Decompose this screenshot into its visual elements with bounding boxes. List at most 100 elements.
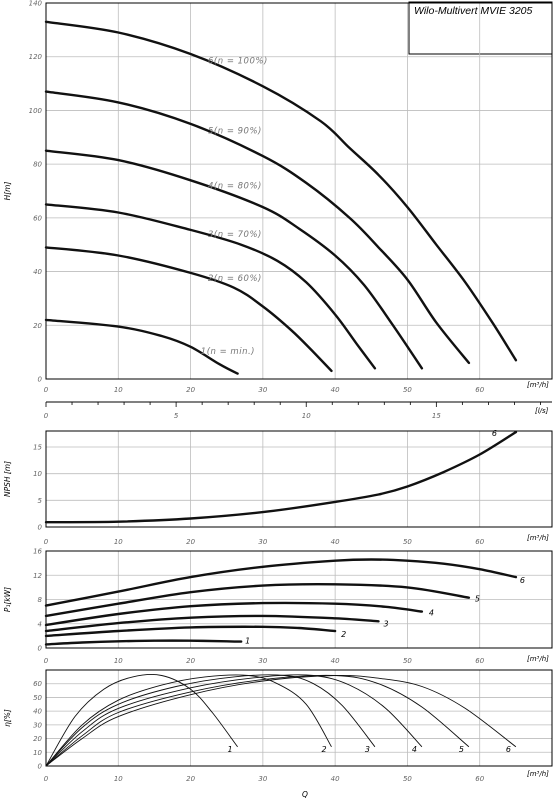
series-label: 3: [365, 745, 370, 754]
x-tick-label: 50: [403, 775, 412, 783]
series-line: [45, 673, 238, 767]
series-label: 1: [245, 637, 250, 646]
y-tick-label: 40: [33, 708, 42, 716]
y-tick-label: 30: [33, 721, 42, 729]
plot-frame: [45, 669, 553, 767]
series-label: 4: [429, 609, 434, 618]
series-line: [44, 20, 518, 362]
x-tick-label: 0: [44, 657, 49, 665]
plot-frame: [45, 430, 553, 528]
y-tick-label: 50: [33, 694, 42, 702]
x-tick-label: 0: [44, 775, 49, 783]
x-tick-label: 10: [114, 386, 123, 394]
x-tick-label: 30: [258, 657, 267, 665]
x-unit-label: [m³/h]: [527, 655, 549, 663]
series-line: [45, 674, 332, 767]
x-tick-label: 0: [44, 386, 49, 394]
x-tick-label: 10: [114, 657, 123, 665]
x-tick-label: 20: [186, 538, 195, 546]
y-tick-label: 0: [38, 645, 43, 653]
ls-tick-label: 5: [174, 412, 179, 420]
y-tick-label: 10: [33, 470, 42, 478]
series-label: 3(n = 70%): [208, 230, 262, 240]
x-tick-label: 40: [331, 775, 340, 783]
y-tick-label: 20: [33, 735, 42, 743]
series-label: 2: [341, 630, 346, 639]
series-label: 3: [384, 619, 389, 628]
ls-tick-label: 15: [432, 412, 441, 420]
series-label: 5: [459, 745, 464, 754]
title-box: Wilo-Multivert MVIE 3205: [408, 1, 553, 55]
series-line: [45, 674, 517, 767]
x-bottom-label: Q: [302, 790, 308, 799]
x-tick-label: 50: [403, 657, 412, 665]
x-tick-label: 10: [114, 538, 123, 546]
x-tick-label: 40: [331, 386, 340, 394]
y-tick-label: 4: [38, 620, 42, 628]
series-line: [44, 430, 518, 524]
plot-frame: [45, 2, 553, 380]
series-line: [44, 203, 377, 370]
y-tick-label: 16: [33, 548, 42, 556]
flow-ls-axis: 0 5 10 15 [l/s]: [44, 401, 552, 420]
series-line: [44, 558, 518, 607]
ls-tick-label: 0: [44, 412, 49, 420]
y-tick-label: 20: [33, 322, 42, 330]
series-line: [45, 674, 423, 767]
series-label: 6(n = 100%): [208, 56, 268, 66]
series-label: 6: [506, 745, 511, 754]
y-tick-label: 60: [33, 680, 42, 688]
x-tick-label: 30: [258, 386, 267, 394]
series-line: [45, 674, 376, 767]
series-line: [44, 601, 424, 627]
y-tick-label: 5: [38, 497, 43, 505]
y-tick-label: 10: [33, 749, 42, 757]
title-frame: [408, 1, 553, 55]
series-label: 1: [228, 745, 233, 754]
series-label: 6: [492, 429, 497, 438]
x-tick-label: 20: [186, 386, 195, 394]
y-axis-label: H[m]: [3, 182, 12, 201]
y-tick-label: 0: [38, 763, 43, 771]
x-tick-label: 30: [258, 775, 267, 783]
y-tick-label: 60: [33, 214, 42, 222]
chart-title: Wilo-Multivert MVIE 3205: [414, 5, 533, 17]
series-label: 5(n = 90%): [208, 126, 262, 136]
y-tick-label: 120: [29, 53, 43, 61]
x-tick-label: 60: [475, 657, 484, 665]
series-label: 2: [322, 745, 327, 754]
y-axis-label: NPSH [m]: [3, 461, 12, 497]
series-line: [44, 614, 380, 633]
ls-unit-label: [l/s]: [535, 407, 549, 415]
series-label: 5: [475, 595, 480, 604]
y-tick-label: 12: [33, 572, 42, 580]
x-tick-label: 40: [331, 538, 340, 546]
x-unit-label: [m³/h]: [527, 534, 549, 542]
y-tick-label: 15: [33, 444, 42, 452]
y-tick-label: 140: [29, 0, 43, 8]
x-tick-label: 30: [258, 538, 267, 546]
y-tick-label: 0: [38, 524, 43, 532]
x-tick-label: 0: [44, 538, 49, 546]
x-tick-label: 10: [114, 775, 123, 783]
series-label: 4: [412, 745, 417, 754]
y-tick-label: 0: [38, 376, 43, 384]
series-line: [44, 149, 424, 370]
series-label: 4(n = 80%): [208, 182, 262, 192]
x-tick-label: 20: [186, 657, 195, 665]
y-axis-label: η[%]: [3, 709, 12, 727]
series-line: [44, 582, 471, 618]
x-tick-label: 60: [475, 775, 484, 783]
x-tick-label: 50: [403, 386, 412, 394]
series-line: [44, 625, 337, 638]
x-unit-label: [m³/h]: [527, 770, 549, 778]
series-line: [44, 318, 239, 375]
series-line: [44, 90, 471, 365]
y-axis-label: P₁[kW]: [3, 587, 12, 612]
series-label: 2(n = 60%): [208, 274, 262, 284]
ls-tick-label: 10: [302, 412, 311, 420]
head-chart-panel: 0 20 40 60 80 100 120 140 H[m] 0 10 20 30 40 50 60 [m³/h…: [3, 0, 553, 394]
series-label: 1(n = min.): [201, 347, 255, 357]
series-label: 6: [520, 576, 525, 585]
